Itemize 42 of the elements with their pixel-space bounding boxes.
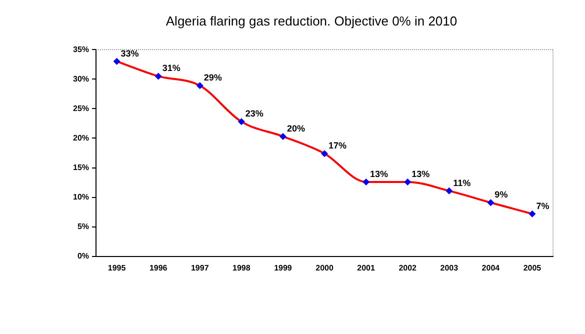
- data-label: 29%: [204, 72, 222, 83]
- x-tick-label: 1996: [149, 263, 168, 272]
- y-tick-label: 20%: [72, 133, 90, 142]
- point: [321, 150, 328, 158]
- data-label: 13%: [370, 168, 388, 179]
- y-tick-label: 5%: [77, 222, 90, 232]
- x-tick-label: 1995: [108, 263, 126, 272]
- y-tick-label: 30%: [72, 74, 90, 84]
- point: [404, 178, 412, 186]
- y-tick-label: 10%: [72, 192, 90, 202]
- point: [362, 178, 370, 186]
- x-tick-label: 2005: [523, 263, 542, 272]
- x-tick-label: 1999: [274, 263, 292, 272]
- y-tick-label: 35%: [72, 44, 90, 54]
- data-label: 17%: [328, 140, 347, 151]
- data-label: 13%: [412, 168, 430, 179]
- x-tick-label: 1998: [232, 263, 251, 272]
- chart-title: Algeria flaring gas reduction. Objective 0% in 2010: [166, 13, 458, 28]
- point: [154, 72, 162, 80]
- point: [487, 199, 494, 206]
- point: [446, 187, 453, 194]
- data-label: 31%: [162, 63, 180, 74]
- data-label: 9%: [494, 190, 508, 200]
- x-tick-label: 2000: [316, 263, 334, 272]
- point: [196, 82, 204, 90]
- point: [279, 132, 286, 140]
- y-tick-label: 15%: [72, 162, 90, 172]
- data-label: 7%: [536, 200, 550, 211]
- x-tick-label: 2002: [398, 263, 418, 272]
- x-tick-label: 2001: [357, 263, 376, 272]
- point: [238, 118, 245, 126]
- y-tick-label: 25%: [72, 104, 90, 113]
- x-tick-label: 1997: [190, 263, 210, 272]
- point: [113, 58, 120, 65]
- x-tick-label: 2004: [482, 263, 500, 272]
- data-label: 23%: [245, 108, 264, 119]
- data-label: 11%: [453, 178, 471, 188]
- point: [528, 210, 536, 218]
- y-tick-label: 0%: [77, 252, 90, 261]
- x-tick-label: 2003: [440, 263, 459, 272]
- data-label: 33%: [120, 48, 139, 58]
- data-label: 20%: [286, 123, 305, 134]
